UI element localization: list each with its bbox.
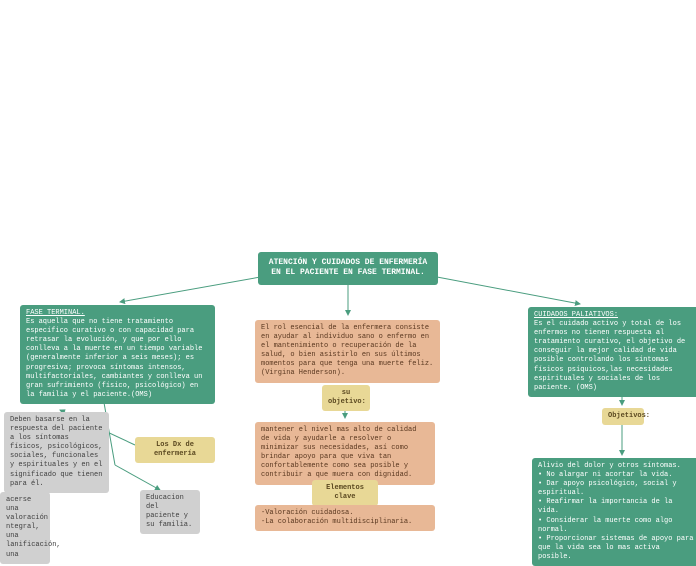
dx-label: Los Dx de enfermería — [135, 437, 215, 463]
objetivos-label: Objetivos: — [602, 408, 644, 425]
rol-enfermera-node: El rol esencial de la enfermera consiste… — [255, 320, 440, 383]
fase-terminal-text: Es aquella que no tiene tratamiento espe… — [26, 318, 202, 399]
elementos-list-node: -Valoración cuidadosa. -La colaboración … — [255, 505, 435, 531]
su-objetivo-label: su objetivo: — [322, 385, 370, 411]
objetivo-text-node: mantener el nivel mas alto de calidad de… — [255, 422, 435, 485]
educacion-node: Educacion del paciente y su familia. — [140, 490, 200, 534]
dx-basarse-node: Deben basarse en la respuesta del pacien… — [4, 412, 109, 493]
alivio-item-3: • Considerar la muerte como algo normal. — [538, 517, 672, 534]
fase-terminal-heading: FASE TERMINAL. — [26, 309, 85, 317]
alivio-item-1: • Dar apoyo psicológico, social y espiri… — [538, 480, 677, 497]
alivio-item-2: • Reafirmar la importancia de la vida. — [538, 498, 672, 515]
cuidados-heading: CUIDADOS PALIATIVOS: — [534, 311, 618, 319]
cuidados-paliativos-node: CUIDADOS PALIATIVOS: Es el cuidado activ… — [528, 307, 696, 397]
alivio-item-0: • No alargar ni acortar la vida. — [538, 471, 672, 479]
fase-terminal-node: FASE TERMINAL. Es aquella que no tiene t… — [20, 305, 215, 404]
elementos-clave-label: Elementos clave — [312, 480, 378, 506]
alivio-heading: Alivio del dolor y otros síntomas. — [538, 462, 681, 470]
alivio-item-4: • Proporcionar sistemas de apoyo para qu… — [538, 535, 693, 561]
hacerse-node: acerse una valoración ntegral, una lanif… — [0, 492, 50, 564]
cuidados-text: Es el cuidado activo y total de los enfe… — [534, 320, 685, 392]
alivio-node: Alivio del dolor y otros síntomas. • No … — [532, 458, 696, 566]
diagram-title: ATENCIÓN Y CUIDADOS DE ENFERMERÍA EN EL … — [258, 252, 438, 285]
